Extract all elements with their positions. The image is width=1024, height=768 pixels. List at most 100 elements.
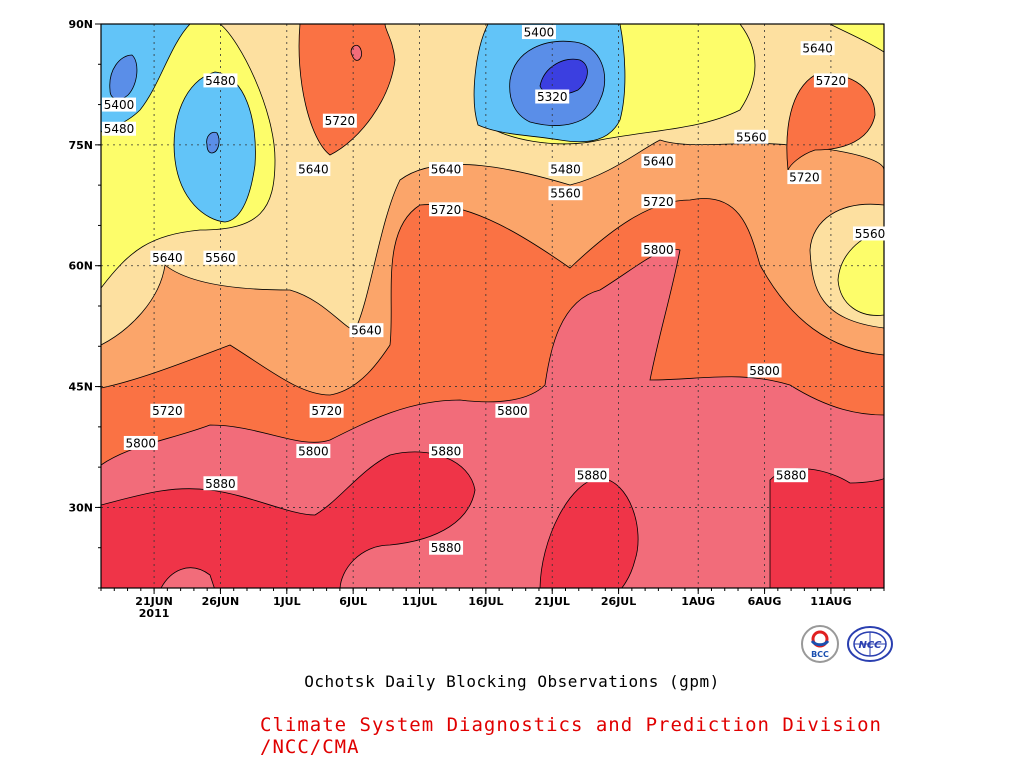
- contour-label-box: [296, 444, 331, 459]
- contour-label: 5880: [429, 540, 464, 555]
- contour-label-text: 5400: [104, 98, 135, 112]
- contour-label-box: [641, 242, 676, 257]
- contour-label: 5640: [429, 162, 464, 177]
- contour-label-box: [429, 444, 464, 459]
- y-tick-label: 45N: [68, 381, 93, 394]
- contour-label-text: 5800: [749, 364, 780, 378]
- contour-label: 5720: [787, 170, 822, 185]
- contour-label: 5800: [641, 242, 676, 257]
- contour-label-box: [203, 250, 238, 265]
- contour-label-text: 5640: [152, 251, 183, 265]
- contour-label-text: 5560: [855, 227, 886, 241]
- contour-labels: 5400 5640 5480 5720 5320 5400 5720 5480 5560 5640…: [102, 25, 887, 555]
- contour-label: 5880: [774, 468, 809, 483]
- ncc-logo: NCC: [847, 626, 893, 662]
- contour-label-text: 5640: [643, 154, 674, 168]
- contour-label-text: 5320: [537, 90, 568, 104]
- x-tick-label: 16JUL: [468, 595, 503, 608]
- contour-label-text: 5720: [643, 195, 674, 209]
- contour-label-box: [548, 186, 583, 201]
- contour-label-box: [102, 121, 136, 136]
- band-5800-5880-pocket: [160, 567, 215, 588]
- contour-label-text: 5560: [550, 187, 581, 201]
- contour-label-text: 5480: [205, 74, 236, 88]
- ncc-logo-text: NCC: [858, 640, 882, 651]
- x-tick-label: 26JUN: [202, 595, 240, 608]
- bcc-logo: BCC: [801, 625, 839, 663]
- contour-label: 5640: [641, 153, 676, 168]
- x-tick-label: 21JUN: [135, 595, 173, 608]
- contour-label-box: [429, 540, 464, 555]
- x-year-label: 2011: [139, 607, 170, 620]
- band-gt5880-east: [769, 468, 884, 588]
- y-axis: 30N 45N 60N 75N 90N: [68, 18, 101, 589]
- y-tick-label: 75N: [68, 139, 93, 152]
- contour-label-text: 5800: [126, 436, 157, 450]
- grid-lines: [101, 24, 884, 588]
- contour-label: 5720: [322, 113, 357, 128]
- y-tick-label: 30N: [68, 501, 93, 514]
- band-5800-5880: [101, 248, 884, 588]
- contour-label-text: 5880: [205, 477, 236, 491]
- contour-label-text: 5800: [497, 404, 528, 418]
- contour-label-box: [813, 73, 848, 88]
- y-tick-label: 90N: [68, 18, 93, 31]
- contour-label-box: [800, 41, 835, 56]
- contour-label-text: 5720: [311, 404, 342, 418]
- contour-label-box: [102, 97, 136, 112]
- contour-label-text: 5880: [431, 445, 462, 459]
- contour-label-text: 5640: [431, 163, 462, 177]
- contour-label: 5640: [800, 41, 835, 56]
- contour-label-box: [853, 226, 887, 241]
- contour-label: 5720: [309, 403, 344, 418]
- contour-label-text: 5720: [431, 203, 462, 217]
- contour-label: 5560: [853, 226, 887, 241]
- contour-label: 5880: [429, 444, 464, 459]
- contour-label-box: [641, 194, 676, 209]
- contour-label-text: 5720: [789, 171, 820, 185]
- contour-label: 5800: [495, 403, 530, 418]
- y-tick-label: 60N: [68, 260, 93, 273]
- contour-label-box: [774, 468, 809, 483]
- contour-label-text: 5880: [431, 541, 462, 555]
- band-5320-5400-ridge: [206, 131, 220, 154]
- contour-label-box: [349, 323, 384, 338]
- x-tick-label: 6AUG: [748, 595, 782, 608]
- contour-label-text: 5880: [776, 469, 807, 483]
- contour-label-box: [734, 129, 769, 144]
- credit-line: Climate System Diagnostics and Predictio…: [260, 714, 882, 758]
- contour-label: 5640: [150, 250, 185, 265]
- x-tick-label: 6JUL: [339, 595, 367, 608]
- contour-label-box: [203, 73, 238, 88]
- contour-label-text: 5480: [550, 163, 581, 177]
- contour-label: 5800: [296, 444, 331, 459]
- x-tick-label: 26JUL: [601, 595, 636, 608]
- x-axis: 21JUN 26JUN 1JUL 6JUL 11JUL 16JUL 21JUL 26JUL 1A…: [100, 588, 885, 620]
- x-tick-label: 1AUG: [681, 595, 715, 608]
- contour-label-text: 5640: [351, 324, 382, 338]
- contour-label-text: 5560: [736, 130, 767, 144]
- contour-label-box: [429, 162, 464, 177]
- band-gt5880-center: [539, 477, 639, 588]
- contour-label-text: 5640: [802, 42, 833, 56]
- contour-label: 5480: [102, 121, 136, 136]
- contour-label: 5320: [535, 89, 570, 104]
- contour-label: 5720: [429, 202, 464, 217]
- chart-title: Ochotsk Daily Blocking Observations (gpm…: [304, 672, 720, 691]
- contour-label: 5560: [203, 250, 238, 265]
- band-5720-5800-east: [786, 73, 876, 171]
- contour-label-box: [150, 403, 185, 418]
- contour-label-text: 5800: [298, 445, 329, 459]
- contour-label: 5720: [641, 194, 676, 209]
- bcc-logo-text: BCC: [811, 650, 829, 659]
- contour-label: 5800: [747, 363, 782, 378]
- contour-label-text: 5720: [816, 74, 847, 88]
- contour-label-text: 5800: [643, 243, 674, 257]
- x-tick-label: 11AUG: [810, 595, 851, 608]
- contour-label-box: [521, 25, 556, 40]
- x-tick-label: 11JUL: [402, 595, 437, 608]
- contour-label-box: [429, 202, 464, 217]
- contour-label-text: 5720: [152, 404, 183, 418]
- plot-area: [101, 24, 884, 588]
